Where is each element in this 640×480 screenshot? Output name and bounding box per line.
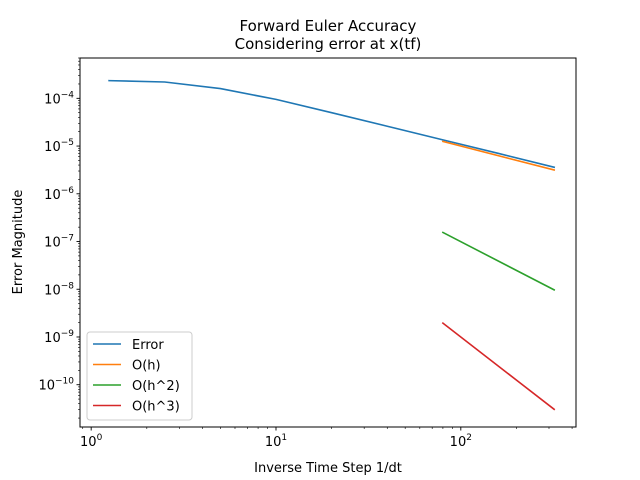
series-line-0 [108,79,556,169]
y-tick-label-2: 10−8 [44,281,74,298]
series-line-3 [441,322,556,411]
series-line-1 [441,140,556,171]
y-tick-label-6: 10−4 [44,90,74,107]
y-tick-label-5: 10−5 [44,138,74,155]
y-tick-label-0: 10−10 [38,377,74,394]
x-axis: 100 101 102 [80,427,573,450]
legend-label-2: O(h^2) [132,379,180,394]
y-axis-label: Error Magnitude [11,190,26,295]
legend-label-3: O(h^3) [132,400,180,415]
plot-area [108,79,556,411]
chart-subtitle: Considering error at x(tf) [235,35,422,53]
x-tick-label-0: 100 [80,433,103,450]
legend-box [86,331,193,421]
legend-label-0: Error [132,338,164,353]
x-tick-label-2: 102 [450,433,472,450]
x-tick-label-1: 101 [265,433,287,450]
y-axis: 10−10 10−9 10−8 10−7 10−6 10−5 10−4 [38,57,80,419]
chart-title: Forward Euler Accuracy [240,17,417,35]
y-tick-label-3: 10−7 [44,234,74,251]
plot-frame [79,57,577,428]
x-axis-label: Inverse Time Step 1/dt [254,461,402,476]
y-tick-label-4: 10−6 [44,186,74,203]
legend: Error O(h) O(h^2) O(h^3) [86,331,193,421]
series-line-2 [441,231,556,291]
legend-label-1: O(h) [132,359,161,374]
y-tick-label-1: 10−9 [44,329,74,346]
